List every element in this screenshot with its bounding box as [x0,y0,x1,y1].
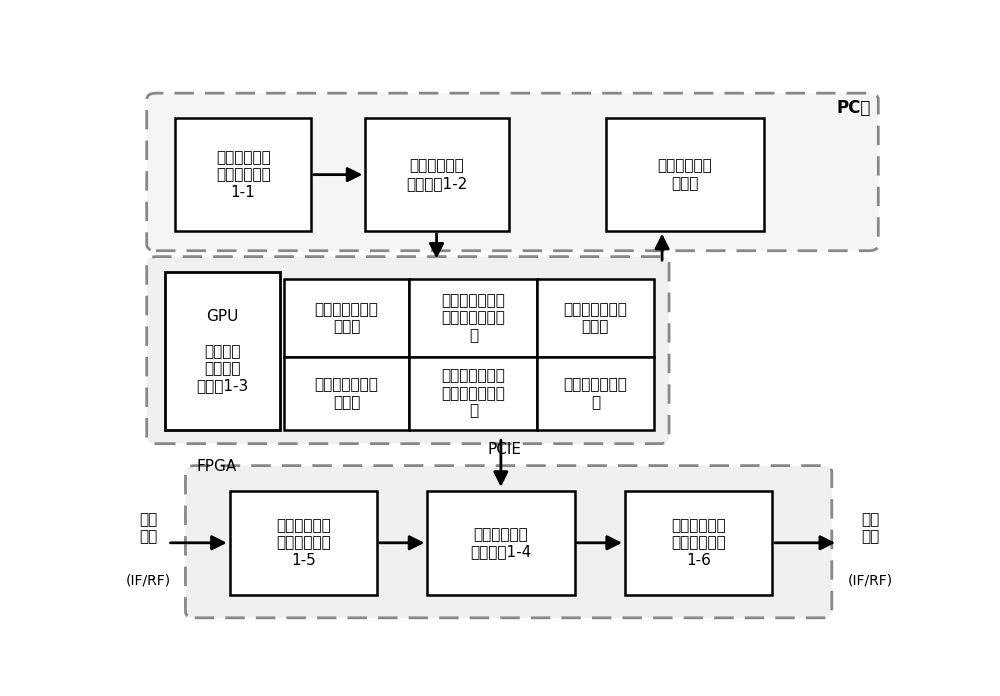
Text: 无人机中继接收
节点接收信号模
型: 无人机中继接收 节点接收信号模 型 [441,369,505,418]
Text: PC机: PC机 [836,99,871,117]
FancyBboxPatch shape [147,257,669,443]
FancyBboxPatch shape [409,279,537,357]
Text: 地面节点干扰信
号模型: 地面节点干扰信 号模型 [563,302,627,334]
Text: 信道状态图形
化显示: 信道状态图形 化显示 [658,159,712,191]
Text: PCIE: PCIE [488,441,522,457]
FancyBboxPatch shape [537,357,654,430]
FancyBboxPatch shape [147,93,878,251]
Text: GPU

网络信道
建模及产
生单元1-3: GPU 网络信道 建模及产 生单元1-3 [197,309,249,393]
Text: FPGA: FPGA [196,459,237,474]
FancyBboxPatch shape [165,272,280,430]
FancyBboxPatch shape [284,357,409,430]
FancyBboxPatch shape [175,118,311,231]
Text: (IF/RF): (IF/RF) [126,574,171,588]
FancyBboxPatch shape [185,466,832,618]
FancyBboxPatch shape [625,491,772,595]
FancyBboxPatch shape [365,118,509,231]
Text: 网络信道组合
叠加单元1-4: 网络信道组合 叠加单元1-4 [470,527,532,560]
Text: 地面节点噪声模
型: 地面节点噪声模 型 [563,377,627,410]
Text: 信号
输出: 信号 输出 [861,512,880,544]
Text: 地面发射节点信
号模型: 地面发射节点信 号模型 [315,302,379,334]
Text: 信号
输入: 信号 输入 [139,512,157,544]
FancyBboxPatch shape [284,279,409,357]
Text: (IF/RF): (IF/RF) [848,574,893,588]
Text: 网络节点动态
拓扑输入单元
1-1: 网络节点动态 拓扑输入单元 1-1 [216,150,271,200]
Text: 网络节点接收
信号输出单元
1-6: 网络节点接收 信号输出单元 1-6 [671,518,726,568]
FancyBboxPatch shape [537,279,654,357]
FancyBboxPatch shape [427,491,574,595]
FancyBboxPatch shape [230,491,377,595]
Text: 地面接收节点信
号模型: 地面接收节点信 号模型 [315,377,379,410]
Text: 网络信道参数
估计单元1-2: 网络信道参数 估计单元1-2 [406,159,468,191]
FancyBboxPatch shape [409,357,537,430]
Text: 无人机中继转发
节点接收信号模
型: 无人机中继转发 节点接收信号模 型 [441,293,505,343]
FancyBboxPatch shape [606,118,764,231]
Text: 网络节点发射
信号输入单元
1-5: 网络节点发射 信号输入单元 1-5 [276,518,331,568]
